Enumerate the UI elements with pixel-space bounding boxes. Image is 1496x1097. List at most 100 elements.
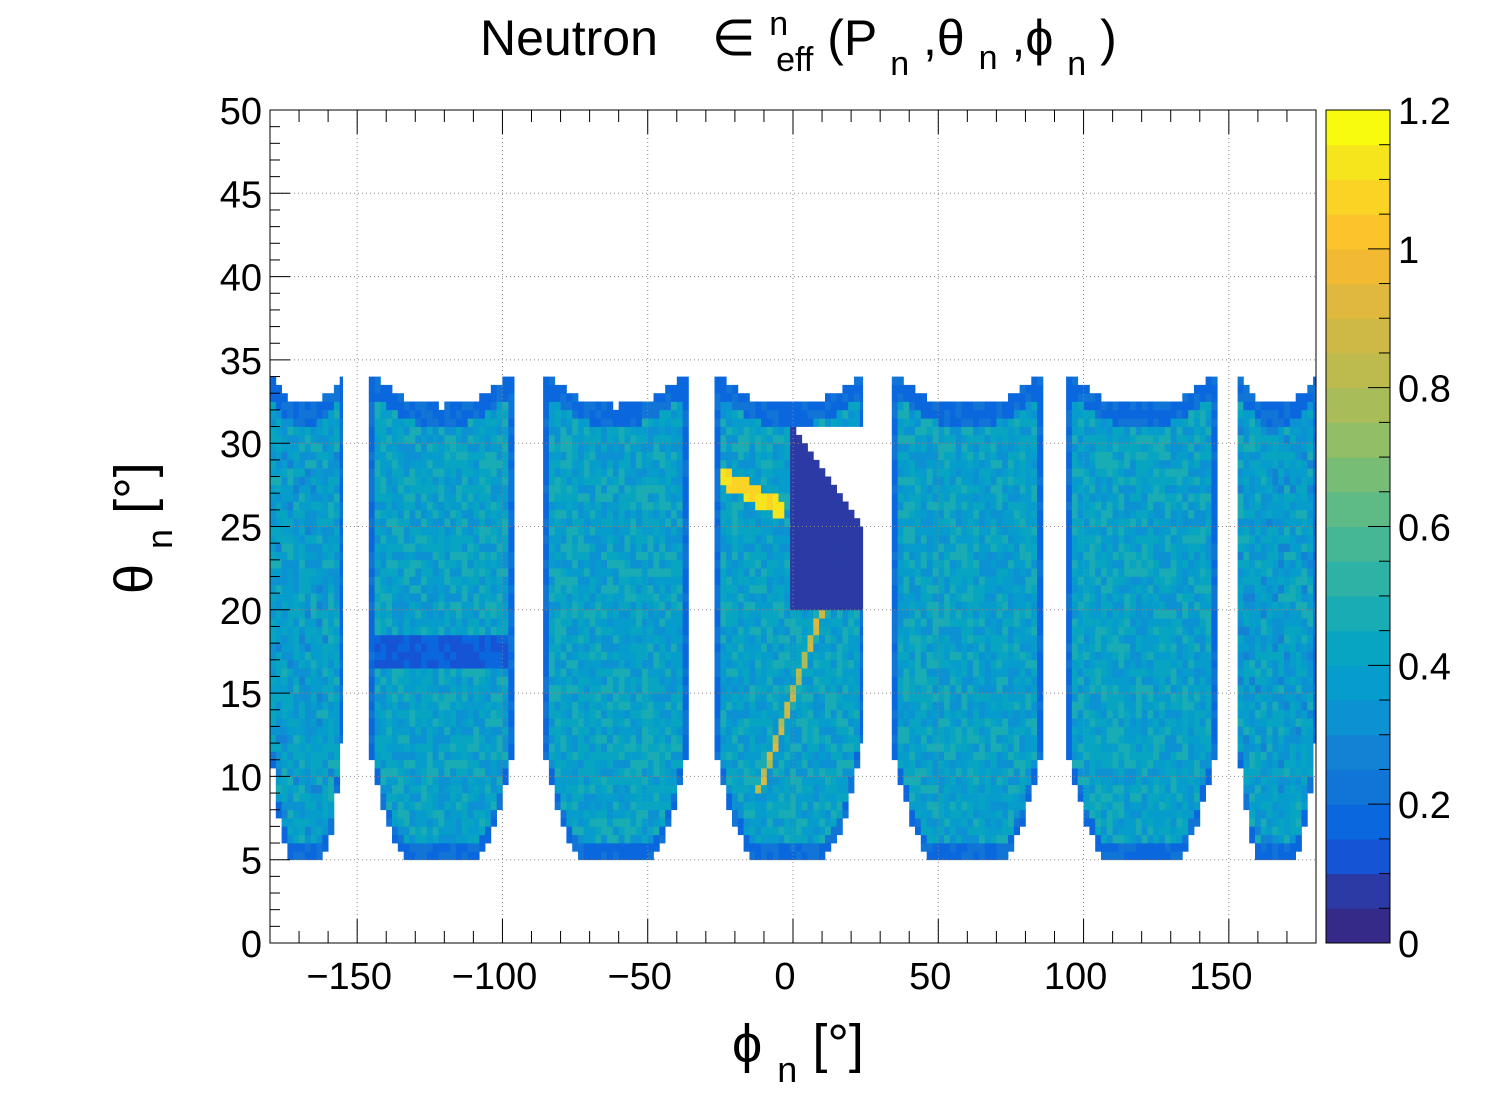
heatmap-cell (795, 409, 803, 419)
heatmap-cell (720, 476, 727, 486)
heatmap-cell (595, 409, 602, 419)
heatmap-cell (848, 759, 855, 769)
heatmap-cell (772, 543, 779, 552)
heatmap-cell (578, 501, 585, 511)
heatmap-cell (548, 718, 556, 727)
heatmap-cell (682, 609, 689, 619)
heatmap-cell (333, 618, 341, 627)
heatmap-cell (548, 559, 556, 569)
heatmap-cell (636, 518, 643, 527)
heatmap-cell (386, 718, 393, 727)
heatmap-cell (737, 743, 744, 752)
heatmap-cell (275, 709, 282, 719)
heatmap-cell (432, 626, 439, 636)
heatmap-cell (903, 543, 910, 552)
heatmap-cell (836, 718, 843, 727)
heatmap-cell (819, 684, 826, 694)
heatmap-cell (333, 509, 341, 519)
heatmap-cell (790, 651, 797, 661)
heatmap-cell (772, 659, 779, 669)
heatmap-cell (630, 643, 637, 652)
heatmap-cell (825, 484, 832, 494)
heatmap-cell (595, 726, 602, 736)
heatmap-cell (554, 751, 561, 761)
heatmap-cell (595, 593, 602, 602)
heatmap-cell (859, 651, 864, 661)
heatmap-cell (450, 668, 457, 677)
heatmap-cell (636, 626, 643, 636)
heatmap-cell (287, 459, 294, 469)
heatmap-cell (795, 643, 803, 652)
heatmap-cell (496, 784, 503, 794)
heatmap-cell (801, 801, 808, 811)
heatmap-cell (825, 659, 832, 669)
heatmap-cell (726, 434, 733, 444)
heatmap-cell (322, 834, 329, 844)
heatmap-cell (560, 618, 567, 627)
heatmap-cell (548, 701, 556, 711)
heatmap-cell (456, 534, 463, 544)
heatmap-cell (473, 609, 480, 619)
heatmap-cell (339, 534, 343, 544)
heatmap-cell (572, 476, 579, 486)
heatmap-cell (612, 568, 620, 577)
heatmap-cell (714, 584, 721, 594)
heatmap-cell (421, 709, 428, 719)
heatmap-cell (322, 709, 329, 719)
heatmap-cell (368, 434, 375, 444)
heatmap-cell (566, 526, 573, 536)
heatmap-cell (624, 468, 631, 477)
heatmap-cell (624, 559, 631, 569)
heatmap-cell (772, 509, 779, 519)
heatmap-cell (415, 509, 422, 519)
heatmap-cell (801, 668, 808, 677)
heatmap-cell (665, 651, 672, 661)
heatmap-cell (548, 759, 556, 769)
heatmap-cell (304, 751, 312, 761)
heatmap-cell (891, 584, 898, 594)
heatmap-cell (316, 459, 323, 469)
heatmap-cell (496, 776, 503, 786)
heatmap-cell (607, 743, 614, 752)
heatmap-cell (560, 426, 567, 436)
heatmap-cell (287, 743, 294, 752)
heatmap-cell (281, 668, 288, 677)
heatmap-cell (636, 559, 643, 569)
heatmap-cell (601, 718, 608, 727)
heatmap-cell (548, 676, 556, 686)
heatmap-cell (374, 593, 381, 602)
heatmap-cell (322, 626, 329, 636)
heatmap-cell (554, 493, 561, 502)
heatmap-cell (795, 709, 803, 719)
heatmap-cell (485, 534, 492, 544)
heatmap-cell (543, 484, 550, 494)
heatmap-cell (624, 693, 631, 702)
heatmap-cell (328, 784, 335, 794)
heatmap-cell (601, 576, 608, 586)
heatmap-cell (386, 634, 393, 644)
heatmap-cell (496, 534, 503, 544)
heatmap-cell (270, 643, 277, 652)
heatmap-cell (275, 601, 282, 611)
heatmap-cell (293, 501, 300, 511)
heatmap-cell (502, 576, 509, 586)
heatmap-cell (333, 726, 341, 736)
heatmap-cell (368, 501, 375, 511)
heatmap-cell (386, 426, 393, 436)
heatmap-cell (438, 576, 445, 586)
heatmap-cell (897, 693, 904, 702)
heatmap-cell (316, 534, 323, 544)
heatmap-cell (386, 793, 393, 802)
heatmap-cell (566, 793, 573, 802)
heatmap-cell (612, 509, 620, 519)
heatmap-cell (909, 676, 916, 686)
heatmap-cell (630, 634, 637, 644)
heatmap-cell (755, 418, 762, 427)
heatmap-cell (438, 643, 445, 652)
heatmap-cell (444, 784, 451, 794)
heatmap-cell (676, 618, 683, 627)
heatmap-cell (589, 843, 596, 852)
heatmap-cell (909, 618, 916, 627)
heatmap-cell (461, 634, 468, 644)
heatmap-cell (920, 834, 927, 844)
